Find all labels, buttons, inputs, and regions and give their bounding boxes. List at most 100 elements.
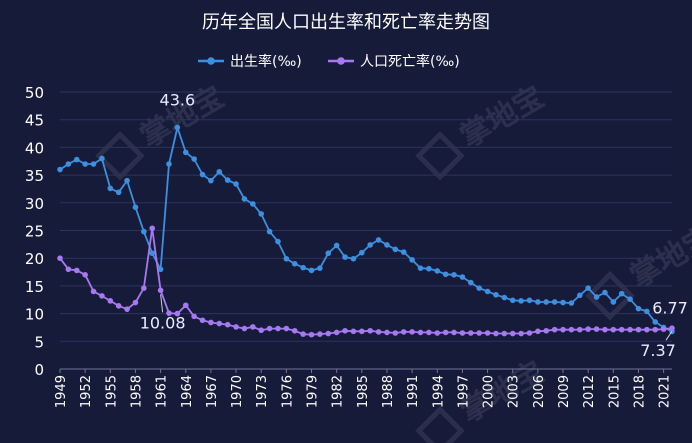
data-point: [258, 327, 265, 334]
data-point: [300, 331, 306, 337]
x-tick-label: 1973: [255, 375, 270, 408]
data-point: [233, 181, 239, 187]
x-tick-label: 1982: [331, 375, 346, 408]
data-point: [568, 300, 575, 306]
data-point: [208, 319, 214, 326]
watermark-logo-icon: [415, 131, 465, 181]
data-point: [635, 305, 642, 312]
data-point: [73, 156, 80, 163]
data-point: [484, 288, 491, 295]
data-point: [610, 326, 617, 333]
data-label: 10.08: [140, 313, 186, 332]
data-point: [90, 161, 97, 167]
legend-label: 人口死亡率(‰): [360, 53, 460, 70]
data-point: [308, 267, 315, 274]
x-tick-label: 2009: [557, 375, 572, 408]
data-point: [359, 249, 365, 256]
data-point: [459, 330, 466, 336]
data-point: [115, 303, 122, 309]
data-point: [442, 271, 449, 278]
data-point: [535, 328, 541, 335]
data-point: [367, 242, 373, 248]
data-point: [199, 317, 206, 324]
data-point: [417, 329, 424, 336]
data-point: [115, 189, 122, 196]
data-point: [426, 265, 432, 272]
data-point: [644, 326, 650, 333]
data-point: [560, 326, 566, 333]
chart-title: 历年全国人口出生率和死亡率走势图: [202, 12, 490, 33]
x-tick-label: 2018: [632, 375, 647, 408]
x-tick-label: 1988: [381, 375, 396, 408]
data-point: [652, 326, 659, 333]
data-point: [291, 260, 298, 267]
data-point: [317, 331, 323, 337]
data-point: [250, 324, 256, 330]
data-point: [576, 292, 583, 299]
y-tick-label: 40: [25, 139, 44, 157]
data-point: [250, 201, 256, 207]
data-point: [333, 329, 340, 336]
data-point: [107, 185, 114, 192]
data-point: [518, 298, 524, 304]
y-tick-label: 10: [25, 306, 44, 324]
data-point: [266, 228, 273, 235]
data-point: [635, 326, 642, 333]
data-point: [208, 177, 214, 184]
x-tick-label: 1997: [456, 375, 471, 408]
data-point: [182, 302, 189, 309]
data-point: [484, 330, 491, 336]
data-point: [174, 124, 181, 131]
x-tick-label: 2012: [582, 375, 597, 408]
watermark-logo-icon: [585, 271, 635, 321]
data-point: [451, 272, 457, 278]
data-point: [350, 255, 357, 262]
data-point: [375, 237, 382, 243]
data-point: [82, 161, 88, 167]
data-label: 43.6: [160, 90, 196, 109]
x-tick-label: 2021: [658, 375, 673, 408]
data-point: [132, 299, 139, 306]
data-point: [224, 321, 231, 328]
x-tick-label: 1991: [406, 375, 421, 408]
watermark-1: 掌地宝: [415, 80, 550, 181]
data-point: [392, 246, 399, 253]
data-point: [576, 326, 583, 333]
data-point: [291, 327, 298, 334]
y-tick-label: 50: [25, 84, 44, 102]
data-point: [342, 254, 348, 260]
data-point: [199, 171, 206, 178]
x-tick-label: 1958: [129, 375, 144, 408]
data-point: [224, 177, 231, 183]
data-point: [543, 327, 550, 334]
data-point: [65, 266, 72, 273]
data-point: [669, 325, 675, 331]
data-label: 6.77: [652, 298, 688, 317]
data-point: [308, 331, 315, 338]
data-point: [275, 238, 281, 245]
data-point: [392, 330, 399, 336]
data-point: [124, 306, 130, 312]
y-axis-ticks: 0 5 10 15 20 25 30 35 40 45 50: [25, 84, 44, 379]
data-point: [543, 299, 550, 305]
data-point: [166, 310, 172, 316]
data-point: [593, 326, 600, 332]
data-point: [367, 327, 373, 334]
data-point: [149, 250, 156, 257]
data-point: [333, 242, 340, 249]
data-point: [417, 265, 424, 271]
data-point: [216, 168, 223, 175]
x-tick-label: 1985: [356, 375, 371, 408]
data-point: [241, 196, 248, 202]
x-tick-label: 1994: [431, 375, 446, 408]
data-point: [317, 265, 323, 271]
data-point: [258, 211, 265, 217]
x-tick-label: 1955: [104, 375, 119, 408]
data-point: [191, 313, 197, 320]
data-point: [501, 294, 508, 301]
data-point: [526, 297, 533, 304]
data-point: [585, 326, 591, 332]
x-axis-ticks: 1949 1952 1955 1958 1961 1964 1967 1970 1973 1976…: [54, 369, 673, 408]
x-tick-label: 1967: [205, 375, 220, 408]
